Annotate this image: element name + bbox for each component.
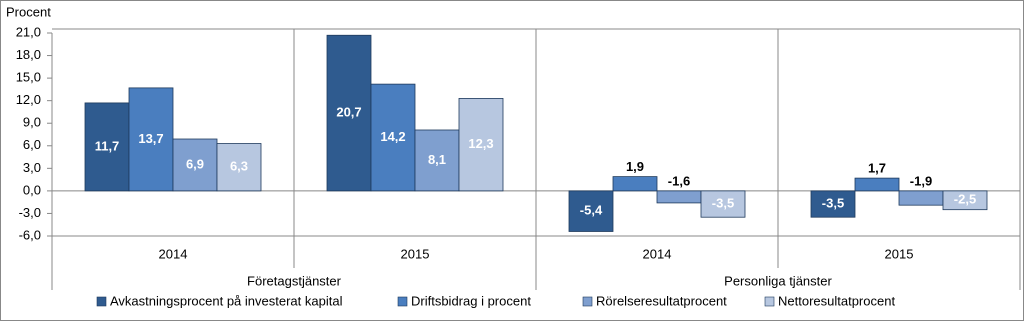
legend-label: Avkastningsprocent på investerat kapital (110, 293, 343, 308)
value-label: 1,9 (626, 159, 644, 174)
legend-swatch (582, 296, 593, 307)
value-label: 13,7 (138, 131, 163, 146)
x-tick-label: 2014 (643, 246, 672, 261)
bar (458, 98, 504, 192)
y-tick-label: 18,0 (16, 47, 41, 62)
value-label: -5,4 (580, 203, 603, 218)
value-label: -1,6 (668, 173, 690, 188)
bar (370, 83, 416, 192)
y-tick-label: -3,0 (19, 205, 41, 220)
y-tick-label: 6,0 (23, 137, 41, 152)
bar (568, 190, 614, 232)
legend-swatch (397, 296, 408, 307)
y-axis-label: Procent (6, 4, 51, 19)
bar (810, 190, 856, 218)
value-label: -1,9 (910, 173, 932, 188)
value-label: 8,1 (428, 152, 446, 167)
y-tick-label: 3,0 (23, 160, 41, 175)
group-label: Personliga tjänster (724, 273, 832, 288)
x-tick-label: 2014 (159, 246, 188, 261)
bar (326, 34, 372, 192)
y-tick-label: 21,0 (16, 24, 41, 39)
value-label: 1,7 (868, 161, 886, 176)
y-tick-label: 12,0 (16, 92, 41, 107)
y-tick-label: 15,0 (16, 70, 41, 85)
bar (128, 87, 174, 192)
x-tick-label: 2015 (885, 246, 914, 261)
legend-label: Rörelseresultatprocent (596, 293, 727, 308)
value-label: -3,5 (822, 195, 844, 210)
legend-label: Driftsbidrag i procent (411, 293, 531, 308)
group-label: Företagstjänster (247, 273, 342, 288)
bar (172, 138, 218, 192)
y-tick-label: 0,0 (23, 182, 41, 197)
y-tick-label: -6,0 (19, 227, 41, 242)
legend-label: Nettoresultatprocent (778, 293, 895, 308)
bar (656, 190, 702, 204)
x-tick-label: 2015 (401, 246, 430, 261)
bar (942, 190, 988, 211)
value-label: 6,3 (230, 159, 248, 174)
bar (612, 176, 658, 192)
legend-swatch (96, 296, 107, 307)
value-label: 14,2 (380, 129, 405, 144)
value-label: 11,7 (95, 138, 120, 153)
y-tick-label: 9,0 (23, 115, 41, 130)
bar (84, 102, 130, 192)
bar (898, 190, 944, 206)
value-label: 20,7 (336, 105, 361, 120)
bar (216, 143, 262, 192)
legend-swatch (764, 296, 775, 307)
value-label: -3,5 (712, 195, 734, 210)
value-label: 6,9 (186, 156, 204, 171)
value-label: 12,3 (468, 136, 493, 151)
bar (854, 177, 900, 192)
bar (700, 190, 746, 218)
value-label: -2,5 (954, 192, 976, 207)
